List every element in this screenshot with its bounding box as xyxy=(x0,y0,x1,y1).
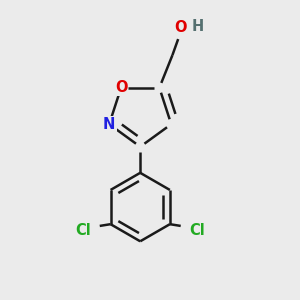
Text: O: O xyxy=(115,80,127,95)
Text: Cl: Cl xyxy=(76,223,91,238)
Text: Cl: Cl xyxy=(189,223,205,238)
Text: H: H xyxy=(191,19,204,34)
Text: O: O xyxy=(174,20,187,35)
Text: N: N xyxy=(103,117,116,132)
